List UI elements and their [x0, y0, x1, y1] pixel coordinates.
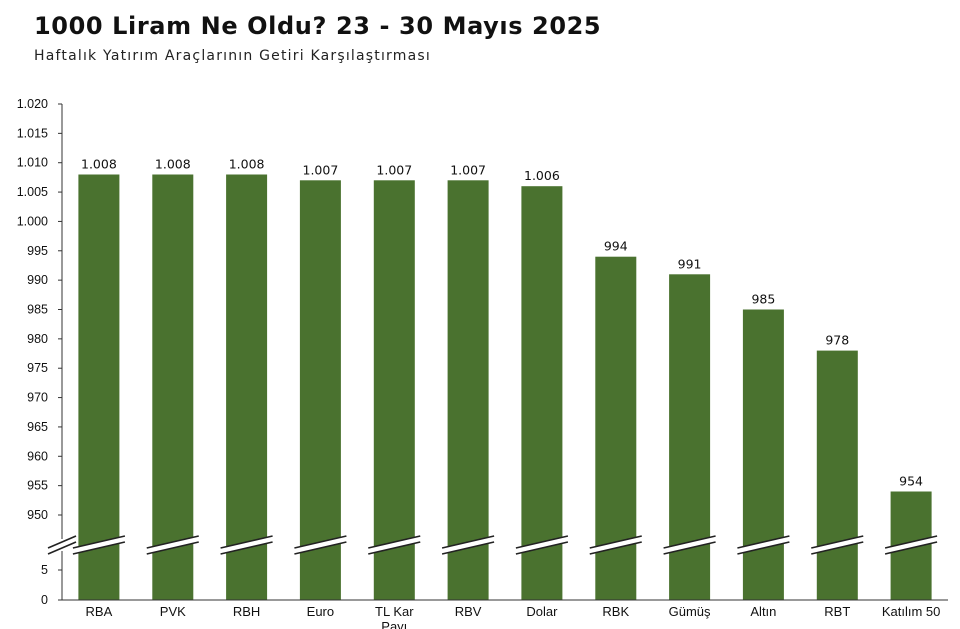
axis-break-line-a-4: [294, 535, 347, 549]
category-label-0: RBA: [86, 604, 113, 619]
axis-break-gap-9: [663, 536, 716, 554]
axis-break-gap-5: [368, 536, 421, 554]
axis-break-line-b-9: [663, 541, 716, 555]
y-tick-label-965: 965: [27, 420, 48, 434]
bar-6: [521, 186, 563, 600]
axis-break-gap-8: [589, 536, 642, 554]
category-label-8: Gümüş: [669, 604, 711, 619]
y-tick-label-low-0: 0: [41, 593, 48, 607]
axis-break-line-a-2: [146, 535, 199, 549]
category-label-10: RBT: [824, 604, 850, 619]
axis-break-gap-4: [294, 536, 347, 554]
axis-break-line-a-10: [737, 535, 790, 549]
category-label-1: PVK: [160, 604, 186, 619]
axis-break-gap-12: [885, 536, 938, 554]
axis-break-line-a-7: [515, 535, 569, 549]
axis-break-line-b-10: [737, 541, 790, 555]
data-label-9: 985: [751, 292, 775, 307]
y-tick-label-995: 995: [27, 244, 48, 258]
bar-2: [226, 174, 268, 600]
category-label-11: Katılım 50: [882, 604, 941, 619]
y-tick-label-955: 955: [27, 479, 48, 493]
bar-10: [816, 350, 858, 600]
category-label-9: Altın: [750, 604, 776, 619]
bar-5: [447, 180, 489, 601]
axis-break-line-b-8: [589, 541, 642, 555]
axis-break-line-b-0: [47, 541, 77, 555]
category-label-2: RBH: [233, 604, 260, 619]
axis-break-line-b-4: [294, 541, 347, 555]
category-label-5: RBV: [455, 604, 482, 619]
axis-break-line-b-7: [515, 541, 569, 555]
axis-break-gap-2: [146, 536, 199, 554]
data-label-2: 1.008: [229, 157, 265, 172]
data-label-1: 1.008: [155, 157, 191, 172]
axis-break-line-a-0: [47, 535, 77, 549]
axis-break-line-a-8: [589, 535, 642, 549]
axis-break-line-a-11: [811, 535, 864, 549]
axis-break-gap-7: [515, 536, 568, 554]
data-label-4: 1.007: [376, 162, 412, 177]
data-label-3: 1.007: [303, 162, 339, 177]
y-tick-label-low-5: 5: [41, 563, 48, 577]
axis-break-gap-0: [48, 536, 76, 554]
y-tick-label-1015: 1.015: [17, 126, 48, 140]
axis-break-line-a-6: [441, 535, 495, 549]
y-tick-label-1020: 1.020: [17, 97, 48, 111]
axis-break-line-b-2: [146, 541, 199, 555]
axis-break-gap-10: [737, 536, 790, 554]
bar-9: [742, 309, 784, 600]
axis-break-line-a-9: [663, 535, 716, 549]
y-tick-label-960: 960: [27, 449, 48, 463]
axis-break-line-a-12: [884, 535, 938, 549]
axis-break-line-b-12: [884, 541, 938, 555]
axis-break-line-b-1: [72, 541, 126, 555]
axis-break-line-b-11: [811, 541, 864, 555]
chart-subtitle: Haftalık Yatırım Araçlarının Getiri Karş…: [34, 48, 431, 64]
axis-break-line-b-3: [220, 541, 273, 555]
y-tick-label-980: 980: [27, 332, 48, 346]
y-tick-label-1000: 1.000: [17, 214, 48, 228]
category-label-4: TL Kar Payı: [375, 604, 414, 629]
axis-break-line-a-5: [368, 535, 421, 549]
data-label-5: 1.007: [450, 162, 486, 177]
category-label-3: Euro: [307, 604, 334, 619]
y-tick-label-970: 970: [27, 391, 48, 405]
axis-break-line-a-3: [220, 535, 273, 549]
y-tick-label-990: 990: [27, 273, 48, 287]
data-label-8: 991: [678, 256, 702, 271]
chart-title: 1000 Liram Ne Oldu? 23 - 30 Mayıs 2025: [34, 12, 602, 40]
data-label-10: 978: [825, 333, 849, 348]
axis-break-gap-3: [220, 536, 273, 554]
data-label-11: 954: [899, 474, 923, 489]
category-label-6: Dolar: [526, 604, 558, 619]
y-tick-label-1010: 1.010: [17, 156, 48, 170]
category-label-7: RBK: [602, 604, 629, 619]
axis-break-line-a-1: [72, 535, 126, 549]
data-label-6: 1.006: [524, 168, 560, 183]
bar-3: [299, 180, 341, 601]
data-label-0: 1.008: [81, 157, 117, 172]
axis-break-gap-6: [442, 536, 495, 554]
y-tick-label-975: 975: [27, 361, 48, 375]
axis-break-gap-11: [811, 536, 864, 554]
y-tick-label-1005: 1.005: [17, 185, 48, 199]
y-tick-label-950: 950: [27, 508, 48, 522]
bar-1: [152, 174, 194, 600]
axis-break-gap-1: [72, 536, 125, 554]
bar-0: [78, 174, 120, 600]
axis-break-line-b-6: [441, 541, 495, 555]
y-tick-label-985: 985: [27, 303, 48, 317]
data-label-7: 994: [604, 239, 628, 254]
bar-4: [373, 180, 415, 601]
axis-break-line-b-5: [368, 541, 421, 555]
